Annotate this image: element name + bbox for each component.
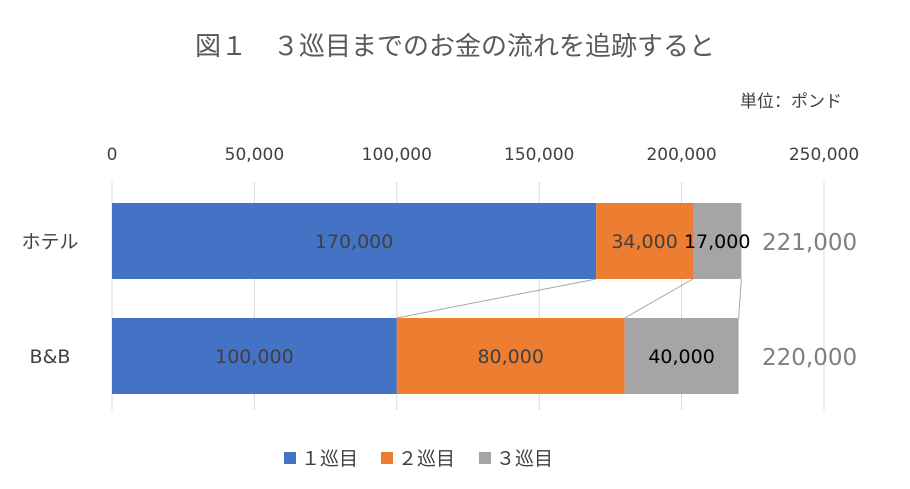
x-tick-label: 200,000	[646, 145, 716, 165]
total-label: 221,000	[762, 230, 857, 256]
data-labels: 170,000 34,000 17,000 100,000 80,000 40,000	[215, 231, 750, 368]
legend-label: ２巡目	[398, 448, 455, 470]
x-tick-label: 0	[107, 145, 118, 165]
legend-swatch	[479, 452, 491, 464]
data-label: 100,000	[215, 346, 294, 368]
bar-segment	[624, 318, 739, 394]
data-label: 170,000	[315, 231, 394, 253]
data-label: 40,000	[648, 346, 714, 368]
bars	[112, 203, 742, 394]
data-label: 34,000	[611, 231, 677, 253]
bar-segment	[112, 203, 597, 279]
category-labels: ホテル B&B	[21, 231, 78, 368]
legend-swatch	[284, 452, 296, 464]
bar-segment	[112, 318, 397, 394]
x-tick-label: 50,000	[225, 145, 284, 165]
series-line	[396, 278, 597, 319]
legend-label: ３巡目	[496, 448, 553, 470]
legend-swatch	[381, 452, 393, 464]
chart-title: 図１ ３巡目までのお金の流れを追跡すると	[195, 32, 715, 62]
x-tick-label: 250,000	[789, 145, 859, 165]
category-label: B&B	[30, 346, 71, 368]
series-line	[624, 278, 694, 319]
x-tick-label: 150,000	[504, 145, 574, 165]
legend-label: １巡目	[301, 448, 358, 470]
category-label: ホテル	[21, 231, 78, 253]
legend: １巡目 ２巡目 ３巡目	[284, 448, 553, 470]
data-label: 17,000	[684, 231, 750, 253]
bar-segment	[396, 318, 625, 394]
bar-segment	[596, 203, 693, 279]
x-tick-label: 100,000	[362, 145, 432, 165]
bar-segment	[692, 203, 742, 279]
total-labels: 221,000 220,000	[762, 230, 857, 371]
data-label: 80,000	[477, 346, 543, 368]
series-lines	[396, 278, 742, 319]
total-label: 220,000	[762, 345, 857, 371]
x-axis-tick-labels: 0 50,000 100,000 150,000 200,000 250,000	[107, 145, 860, 165]
series-line	[738, 278, 742, 319]
unit-label: 単位：ポンド	[740, 92, 842, 112]
